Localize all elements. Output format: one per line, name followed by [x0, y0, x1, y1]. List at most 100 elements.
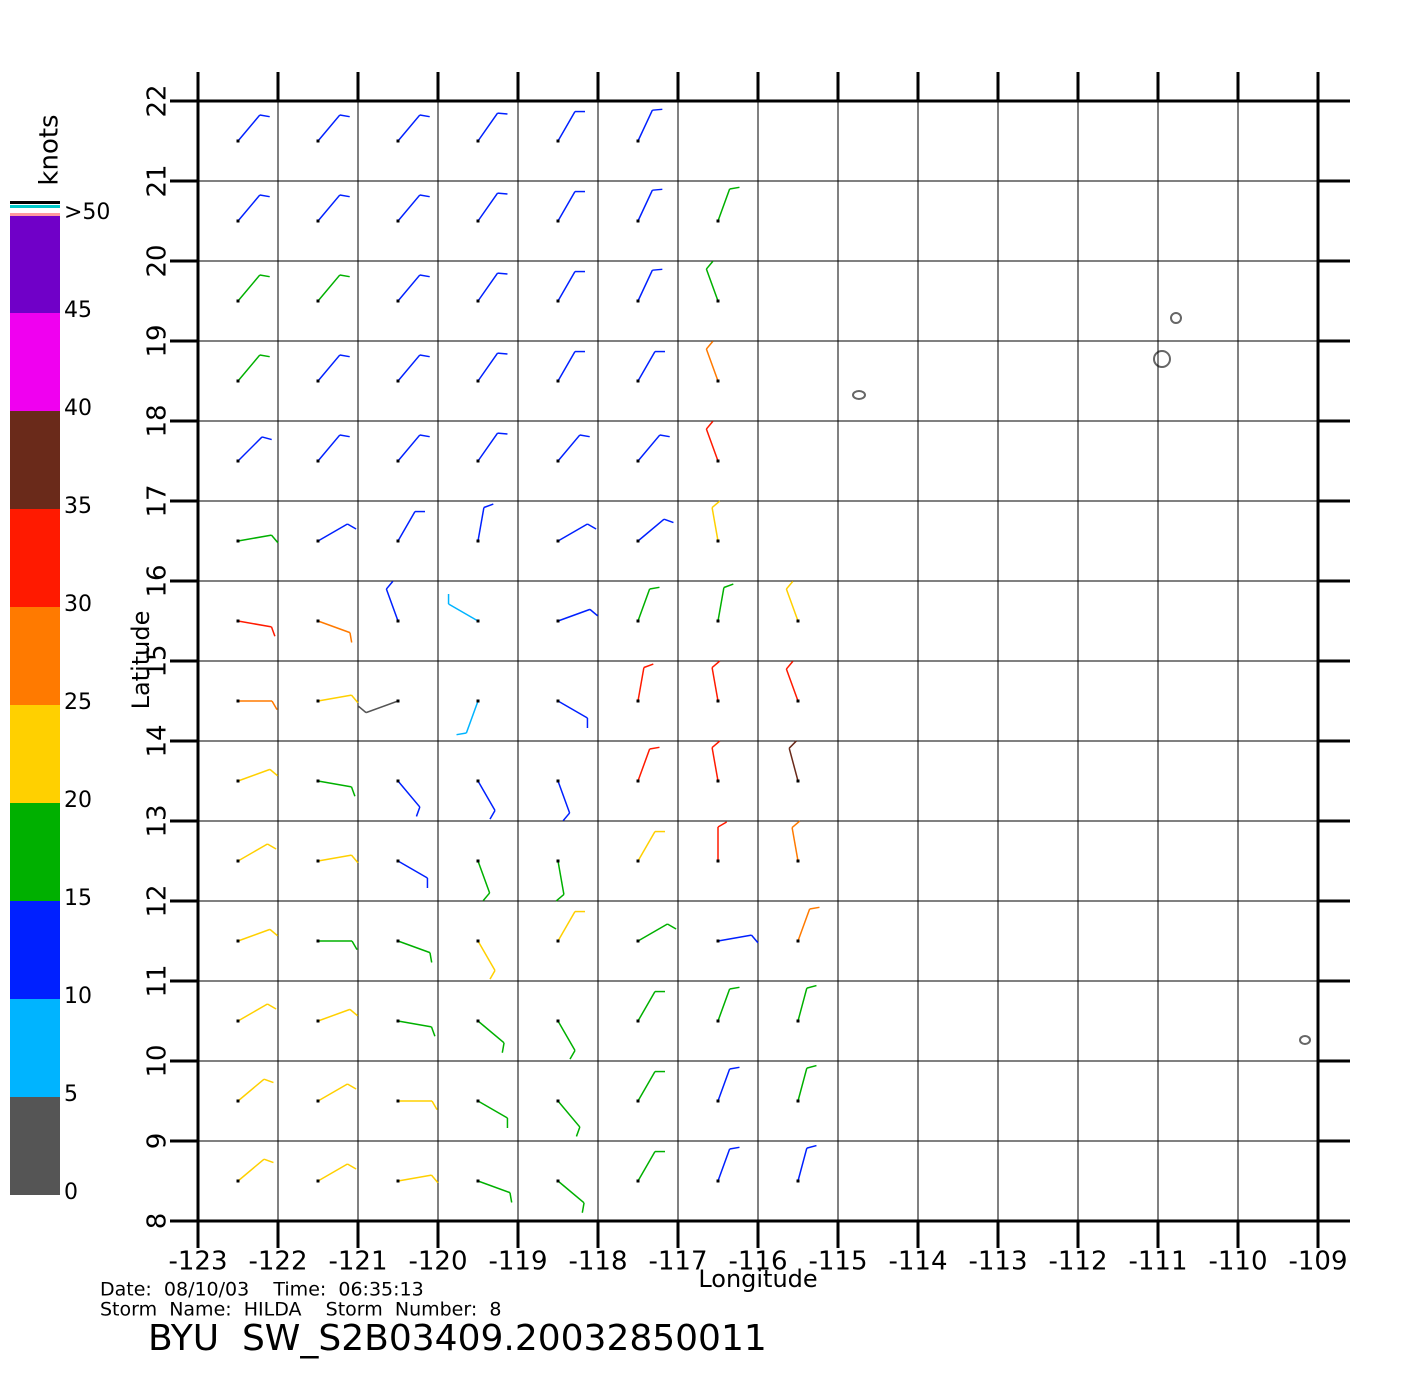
barb-stroke [237, 354, 261, 382]
wind-barb [357, 699, 400, 714]
wind-barb [556, 110, 585, 143]
wind-barb [785, 580, 800, 623]
barb-origin [476, 619, 480, 623]
wind-barb [236, 194, 270, 223]
wind-barb [316, 1163, 357, 1183]
barb-origin [716, 299, 720, 303]
barb-stroke [497, 192, 508, 195]
barb-stroke [717, 587, 725, 622]
barb-stroke [430, 1026, 436, 1037]
wind-barb [396, 194, 430, 223]
wind-barb [476, 503, 494, 543]
barb-stroke [237, 194, 261, 222]
barb-origin [476, 539, 480, 543]
barb-stroke [237, 928, 271, 942]
wind-barb [316, 194, 350, 223]
barb-stroke [705, 348, 719, 382]
wind-barb [796, 984, 817, 1023]
barb-origin [396, 939, 400, 943]
barb-stroke [497, 272, 508, 275]
barb-stroke [397, 860, 428, 879]
barb-stroke [785, 588, 799, 622]
barb-stroke [729, 1146, 740, 1150]
wind-barb [476, 352, 508, 383]
barb-stroke [637, 991, 656, 1022]
barb-stroke [579, 434, 590, 438]
colorbar-band [10, 215, 60, 313]
barb-origin [636, 699, 640, 703]
barb-origin [236, 699, 240, 703]
y-tick-label: 14 [143, 724, 173, 757]
barb-stroke [419, 114, 430, 118]
barb-origin [396, 619, 400, 623]
barb-origin [316, 1019, 320, 1023]
barb-stroke [723, 583, 734, 589]
barb-stroke [259, 354, 270, 358]
barb-origin [396, 219, 400, 223]
barb-origin [316, 699, 320, 703]
barb-stroke [729, 986, 740, 990]
x-tick-label: -109 [1288, 1247, 1347, 1277]
barb-stroke [557, 1020, 576, 1051]
wind-barb [236, 274, 270, 303]
barb-stroke [711, 667, 719, 702]
barb-origin [556, 1019, 560, 1023]
barb-stroke [652, 188, 663, 191]
barb-origin [396, 859, 400, 863]
barb-origin [316, 619, 320, 623]
x-axis-label: Longitude [698, 1265, 817, 1293]
barb-origin [556, 779, 560, 783]
wind-barb [396, 779, 421, 817]
barb-stroke [397, 274, 421, 302]
barb-origin [556, 379, 560, 383]
wind-barb [556, 190, 585, 223]
wind-barb [476, 939, 496, 980]
wind-barb [796, 1144, 817, 1183]
wind-barb [476, 1019, 505, 1053]
y-tick-label: 21 [143, 164, 173, 197]
barb-origin [316, 1179, 320, 1183]
barb-origin [476, 1019, 480, 1023]
barb-stroke [557, 1100, 581, 1128]
colorbar-band [10, 999, 60, 1097]
wind-barb [236, 1003, 277, 1023]
barb-stroke [806, 1064, 817, 1069]
barb-stroke [267, 1003, 277, 1010]
barb-origin [556, 219, 560, 223]
barb-origin [316, 939, 320, 943]
barb-origin [476, 1099, 480, 1103]
wind-barb [316, 779, 356, 797]
barb-stroke [317, 354, 341, 382]
wind-barb [636, 830, 665, 863]
barb-stroke [415, 806, 421, 817]
barb-stroke [349, 1008, 359, 1017]
barb-stroke [750, 934, 759, 944]
barb-stroke [477, 272, 499, 302]
barb-stroke [357, 705, 367, 714]
barb-stroke [317, 780, 352, 788]
barb-stroke [711, 507, 719, 542]
barb-origin [796, 1019, 800, 1023]
barb-origin [716, 779, 720, 783]
barb-stroke [339, 114, 350, 118]
barb-stroke [637, 748, 651, 782]
barb-origin [716, 699, 720, 703]
colorbar-cap [10, 201, 60, 204]
wind-barb [236, 436, 272, 463]
barb-origin [636, 939, 640, 943]
x-tick-label: -118 [568, 1247, 627, 1277]
barb-origin [556, 859, 560, 863]
barb-stroke [317, 1083, 348, 1102]
barb-origin [396, 1099, 400, 1103]
x-tick-label: -122 [248, 1247, 307, 1277]
barb-stroke [637, 923, 668, 942]
barb-origin [796, 859, 800, 863]
wind-barb [396, 510, 425, 543]
barb-stroke [269, 768, 279, 777]
barb-stroke [497, 352, 508, 355]
barb-stroke [711, 740, 721, 749]
barb-stroke [557, 860, 565, 895]
barb-origin [396, 539, 400, 543]
barb-stroke [637, 1151, 656, 1182]
barb-stroke [429, 952, 433, 963]
